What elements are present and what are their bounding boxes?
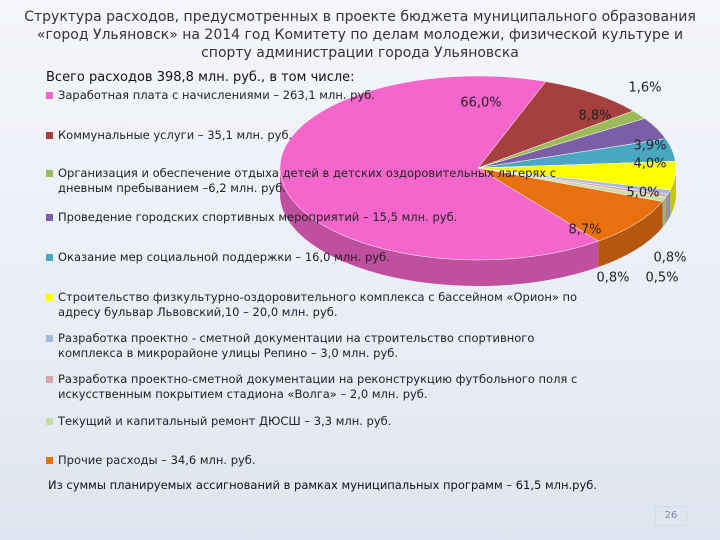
data-label: 4,0% <box>633 157 666 172</box>
chart-subtitle: Всего расходов 398,8 млн. руб., в том чи… <box>46 70 355 85</box>
slice-side <box>667 189 671 221</box>
slice <box>477 167 663 242</box>
data-label: 8,8% <box>578 109 611 124</box>
legend-swatch <box>46 254 53 261</box>
slice-side <box>662 197 666 228</box>
legend-label: Разработка проектно - сметной документац… <box>58 331 535 360</box>
legend-swatch <box>46 92 53 99</box>
legend-swatch <box>46 457 53 464</box>
legend-label: Прочие расходы – 34,6 млн. руб. <box>58 453 256 467</box>
data-label: 0,5% <box>645 271 678 286</box>
data-label: 0,8% <box>653 251 686 266</box>
data-label: 66,0% <box>460 96 501 111</box>
footnote: Из суммы планируемых ассигнований в рамк… <box>48 478 598 492</box>
data-label: 5,0% <box>626 186 659 201</box>
legend-label: Оказание мер социальной поддержки – 16,0… <box>58 250 390 264</box>
data-label: 8,7% <box>568 223 601 238</box>
legend-label: Разработка проектно-сметной документации… <box>58 372 578 401</box>
slice <box>477 81 634 169</box>
legend-swatch <box>46 335 53 342</box>
legend-swatch <box>46 170 53 177</box>
legend-label: Проведение городских спортивных мероприя… <box>58 210 458 224</box>
legend-label: Строительство физкультурно-оздоровительн… <box>58 290 578 319</box>
data-label: 3,9% <box>633 139 666 154</box>
legend-label: Коммунальные услуги – 35,1 млн. руб. <box>58 128 293 142</box>
legend-label: Организация и обеспечение отдыха детей в… <box>58 166 557 195</box>
slice-side <box>598 201 663 268</box>
slice-side <box>280 168 599 286</box>
slice <box>279 75 599 261</box>
legend-swatch <box>46 132 53 139</box>
page-number: 26 <box>655 506 687 526</box>
legend-swatch <box>46 418 53 425</box>
legend-label: Заработная плата с начислениями – 263,1 … <box>58 88 376 102</box>
data-label: 0,8% <box>596 271 629 286</box>
chart-title: Структура расходов, предусмотренных в пр… <box>24 9 696 61</box>
legend-swatch <box>46 376 53 383</box>
legend-swatch <box>46 294 53 301</box>
data-label: 1,6% <box>628 81 661 96</box>
slice-side <box>665 194 668 224</box>
legend-swatch <box>46 214 53 221</box>
legend-label: Текущий и капитальный ремонт ДЮСШ – 3,3 … <box>58 414 392 428</box>
